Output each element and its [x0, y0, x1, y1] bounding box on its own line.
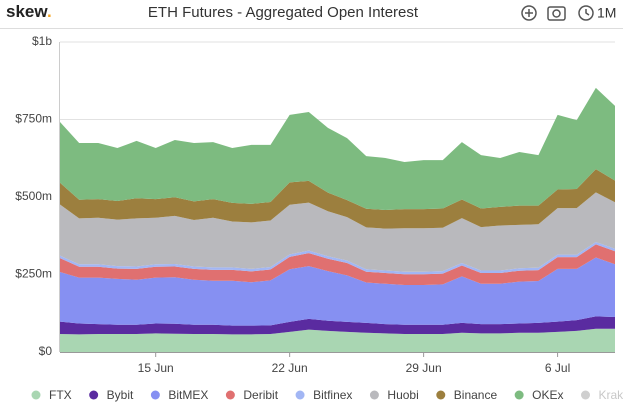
- legend-label[interactable]: Huobi: [387, 388, 418, 402]
- legend-marker: [436, 390, 446, 400]
- legend-marker: [89, 390, 99, 400]
- area: [60, 87, 615, 211]
- y-tick-label: $1b: [32, 34, 52, 48]
- legend-marker: [295, 390, 305, 400]
- x-tick-label: 15 Jun: [138, 361, 174, 375]
- area: [60, 257, 615, 326]
- legend-label[interactable]: OKEx: [532, 388, 563, 402]
- legend-label[interactable]: Bitfinex: [313, 388, 352, 402]
- area: [60, 169, 615, 229]
- area: [60, 244, 615, 286]
- legend-marker: [369, 390, 379, 400]
- logo-dot: .: [47, 2, 52, 21]
- area: [60, 328, 615, 352]
- legend-marker: [31, 390, 41, 400]
- y-tick-label: $0: [39, 344, 53, 358]
- legend-marker: [514, 390, 524, 400]
- legend-label[interactable]: Bybit: [107, 388, 134, 402]
- y-tick-label: $500m: [15, 189, 52, 203]
- legend-marker: [581, 390, 590, 400]
- x-tick-label: 6 Jul: [545, 361, 570, 375]
- areas: [60, 87, 615, 352]
- chart-title: ETH Futures - Aggregated Open Interest: [148, 4, 419, 21]
- legend-marker: [225, 390, 235, 400]
- y-tick-label: $750m: [15, 112, 52, 126]
- legend-label[interactable]: FTX: [49, 388, 72, 402]
- legend-label[interactable]: Binance: [454, 388, 498, 402]
- area: [60, 316, 615, 335]
- logo-text: skew: [6, 2, 48, 21]
- plot: $0 $250m $500m $750m $1b 15 Jun 22 Jun 29 Jun 6 …: [15, 34, 615, 375]
- area: [60, 192, 615, 272]
- legend: FTX Bybit BitMEX Deribit Bitfinex Huobi Binanc…: [31, 388, 623, 402]
- clock-icon[interactable]: [578, 5, 594, 21]
- camera-icon[interactable]: [547, 6, 566, 21]
- range-button[interactable]: 1M: [597, 5, 616, 21]
- legend-label[interactable]: Deribit: [243, 388, 278, 402]
- y-tick-label: $250m: [15, 267, 52, 281]
- legend-label[interactable]: Kraken: [599, 388, 623, 402]
- logo: skew.: [6, 2, 52, 21]
- legend-label[interactable]: BitMEX: [168, 388, 208, 402]
- x-tick-label: 29 Jun: [406, 361, 442, 375]
- legend-marker: [150, 390, 160, 400]
- x-tick-label: 22 Jun: [272, 361, 308, 375]
- add-icon[interactable]: [521, 5, 537, 21]
